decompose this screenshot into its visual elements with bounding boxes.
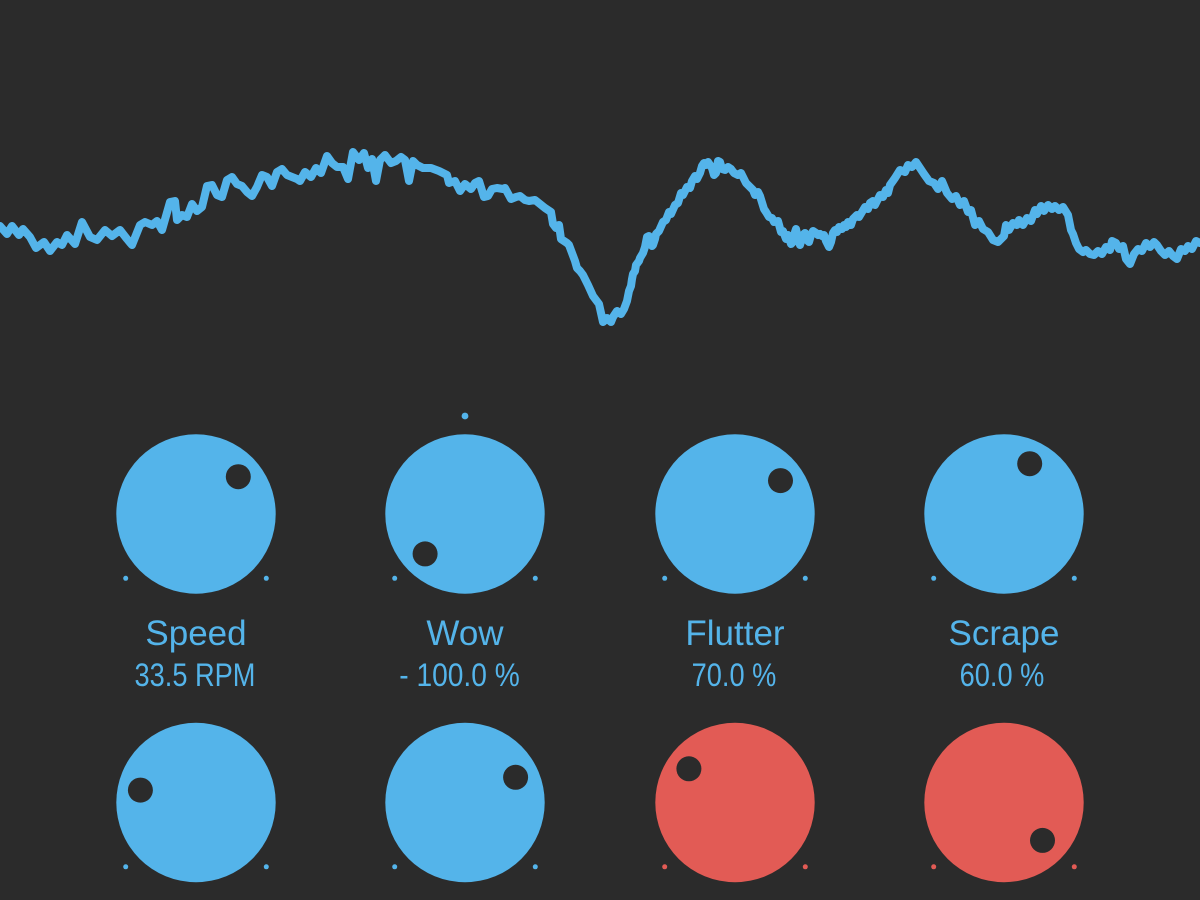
svg-text:- 100.0 %: - 100.0 %	[399, 658, 519, 693]
svg-text:33.5 RPM: 33.5 RPM	[135, 658, 256, 694]
svg-text:Speed: Speed	[145, 614, 246, 653]
svg-text:Wow: Wow	[426, 614, 504, 653]
svg-text:Flutter: Flutter	[685, 614, 785, 653]
svg-text:Scrape: Scrape	[949, 614, 1060, 653]
svg-text:70.0 %: 70.0 %	[692, 658, 777, 694]
svg-text:60.0 %: 60.0 %	[960, 658, 1045, 694]
